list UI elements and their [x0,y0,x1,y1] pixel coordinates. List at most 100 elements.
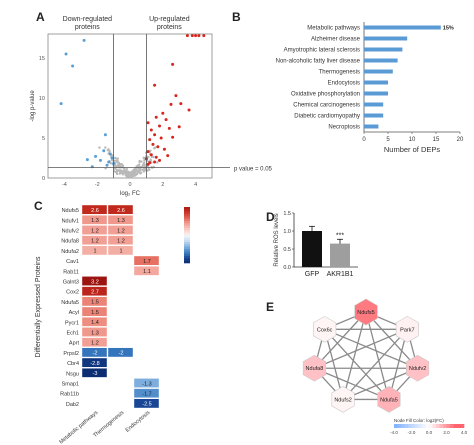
up-point [153,83,157,87]
cell-value-label: 1.1 [143,269,151,275]
down-point [105,163,109,167]
up-point [149,128,153,132]
network-edge [324,328,418,369]
y-tick-label: 1.0 [283,229,291,235]
legend-swatch [184,235,190,238]
legend-swatch [432,424,437,428]
down-point [59,102,63,106]
category-label: Thermogenesis [319,70,360,76]
heatmap-cell [81,306,108,317]
cell-value-label: 1.4 [91,320,99,326]
ns-point [138,160,141,164]
cell-value-label: 1.2 [91,228,99,234]
significance-label: *** [336,232,344,239]
x-tick-label: 0 [362,137,366,143]
ns-point [156,161,159,164]
protein-network: Ndufs5 Park7 Ndufv2 Ndufa5 Ndufs2 Ndufa8 Cox6c… [302,298,468,435]
ns-point [98,146,101,149]
network-node-label: Park7 [400,327,414,333]
legend-tick-label: -2.0 [408,430,416,435]
row-label: Rab11 [63,269,79,275]
legend-swatch [397,424,402,428]
row-label: Nsgu [66,371,79,377]
ns-point [114,156,117,160]
up-point [167,126,171,130]
down-point [98,158,102,162]
heatmap-cell [107,347,134,358]
ns-point [116,160,119,164]
up-point [187,108,191,112]
cell-value-label: -3 [93,371,98,377]
up-point [154,115,158,119]
bar [364,25,441,30]
ns-point [129,174,132,178]
heatmap-cell [81,235,108,245]
network-edge [388,329,408,400]
x-tick-label: -2 [95,182,100,188]
heatmap-cell [133,398,160,409]
down-point [82,38,86,42]
cell-value-label: 1.5 [91,300,99,306]
ns-point [142,170,146,173]
region-label-up: proteins [157,24,182,31]
legend-swatch [184,244,190,247]
ns-point [150,155,154,159]
heatmap-cell [133,378,160,388]
heatmap-cell [107,245,134,256]
up-point [174,94,178,98]
legend-swatch [439,424,444,428]
up-point [194,34,198,38]
up-point [190,34,194,38]
cell-value-label: -1.3 [142,381,151,387]
up-point [146,162,150,166]
bar [364,69,393,74]
row-label: Cox2 [66,290,79,296]
cell-value-label: 1.7 [143,259,151,265]
ns-point [149,149,152,152]
legend-swatch [184,230,190,233]
x-tick-label: 0 [128,182,131,188]
network-node [313,315,337,343]
category-label: Diabetic cardiomyopathy [294,114,360,120]
legend-swatch [422,424,426,428]
row-label: Ndufv1 [62,218,79,224]
cell-value-label: 1.3 [117,218,125,224]
network-edge [324,329,344,400]
legend-swatch [184,242,190,245]
heatmap-cell [81,296,108,307]
y-tick-label: 0 [42,176,45,182]
ns-point [130,170,133,173]
legend-swatch [184,216,190,219]
category-label: Necroptosis [328,125,360,131]
bar [364,80,388,85]
legend-swatch [401,424,405,428]
category-label: Amyotrophic lateral sclerosis [284,48,360,54]
row-label: Galnt3 [63,280,79,286]
legend-swatch [453,424,458,428]
network-edge [365,311,419,369]
cell-value-label: 1.3 [91,330,99,336]
pathway-bar-chart: Metabolic pathways Alzheimer disease Amyot… [276,22,464,154]
row-label: Pycr1 [65,320,79,326]
legend-swatch [184,214,190,217]
ns-point [123,169,127,172]
cell-value-label: -2 [119,351,124,357]
down-point [110,156,114,160]
plot-frame [47,33,213,179]
legend-tick-label: -4.0 [390,430,398,435]
heatmap-cell [107,204,134,215]
network-node [377,386,401,413]
heatmap-cell [81,215,108,225]
x-tick-label: 2 [161,182,164,188]
legend-swatch [184,246,190,250]
legend-swatch [184,249,190,252]
heatmap-cell [81,245,108,256]
ns-point [111,159,114,162]
row-label: Cav1 [66,259,79,265]
row-label: Ndufa2 [61,249,79,255]
network-node-label: Ndufs2 [334,397,351,403]
down-point [107,160,111,164]
region-label-up: Up-regulated [149,16,190,23]
bar [364,124,379,129]
x-tick-label: 20 [457,137,464,143]
